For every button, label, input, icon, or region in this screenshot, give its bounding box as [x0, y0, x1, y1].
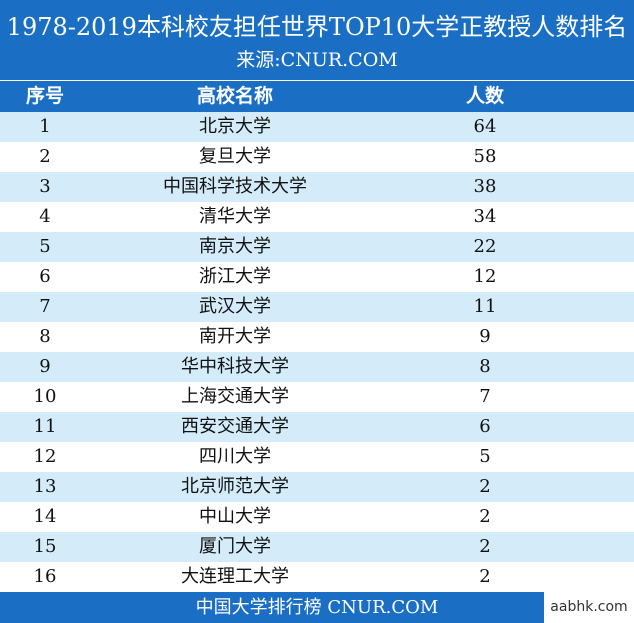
- cell-count: 34: [473, 206, 497, 227]
- cell-school: 上海交通大学: [181, 386, 289, 407]
- cell-rank: 10: [33, 386, 57, 407]
- cell-school: 浙江大学: [199, 266, 271, 287]
- cell-school: 南开大学: [199, 326, 271, 347]
- cell-rank: 5: [39, 236, 51, 257]
- cell-school: 南京大学: [199, 236, 271, 257]
- table-title: 1978-2019本科校友担任世界TOP10大学正教授人数排名: [6, 13, 628, 41]
- cell-rank: 7: [39, 296, 51, 317]
- cell-count: 58: [473, 146, 497, 167]
- cell-school: 清华大学: [199, 206, 271, 227]
- table-row: 11 西安交通大学 6: [0, 412, 634, 442]
- cell-rank: 2: [39, 146, 51, 167]
- cell-count: 7: [479, 386, 491, 407]
- table-row: 16 大连理工大学 2: [0, 562, 634, 592]
- table-row: 10 上海交通大学 7: [0, 382, 634, 412]
- header-school: 高校名称: [196, 85, 273, 107]
- cell-school: 四川大学: [199, 446, 271, 467]
- cell-school: 华中科技大学: [181, 356, 289, 377]
- cell-school: 北京大学: [199, 116, 271, 137]
- table-row: 3 中国科学技术大学 38: [0, 172, 634, 202]
- cell-count: 2: [479, 566, 491, 587]
- table-row: 8 南开大学 9: [0, 322, 634, 352]
- table-row: 7 武汉大学 11: [0, 292, 634, 322]
- cell-rank: 16: [33, 566, 57, 587]
- cell-rank: 12: [33, 446, 57, 467]
- cell-count: 8: [479, 356, 491, 377]
- table-row: 12 四川大学 5: [0, 442, 634, 472]
- table-row: 9 华中科技大学 8: [0, 352, 634, 382]
- watermark-text: aabhk.com: [544, 592, 634, 623]
- table-row: 13 北京师范大学 2: [0, 472, 634, 502]
- table-header: 序号 高校名称 人数: [0, 81, 634, 112]
- table-row: 15 厦门大学 2: [0, 532, 634, 562]
- cell-rank: 14: [33, 506, 57, 527]
- cell-rank: 13: [33, 476, 57, 497]
- table-row: 1 北京大学 64: [0, 112, 634, 142]
- table-body: 1 北京大学 64 2 复旦大学 58 3 中国科学技术大学 38 4 清华大学…: [0, 112, 634, 592]
- cell-rank: 3: [39, 176, 51, 197]
- table-row: 5 南京大学 22: [0, 232, 634, 262]
- cell-school: 西安交通大学: [181, 416, 289, 437]
- table-row: 2 复旦大学 58: [0, 142, 634, 172]
- header-rank: 序号: [25, 85, 64, 107]
- cell-count: 6: [479, 416, 491, 437]
- table-row: 4 清华大学 34: [0, 202, 634, 232]
- cell-rank: 15: [33, 536, 57, 557]
- cell-rank: 8: [39, 326, 51, 347]
- table-row: 14 中山大学 2: [0, 502, 634, 532]
- cell-count: 9: [479, 326, 491, 347]
- cell-school: 武汉大学: [199, 296, 271, 317]
- table-row: 6 浙江大学 12: [0, 262, 634, 292]
- cell-school: 复旦大学: [199, 146, 271, 167]
- cell-count: 64: [473, 116, 497, 137]
- cell-count: 2: [479, 476, 491, 497]
- cell-rank: 9: [39, 356, 51, 377]
- cell-count: 12: [473, 266, 497, 287]
- cell-rank: 11: [33, 416, 57, 437]
- cell-count: 2: [479, 506, 491, 527]
- cell-count: 2: [479, 536, 491, 557]
- footer-text: 中国大学排行榜 CNUR.COM: [195, 597, 439, 618]
- cell-count: 11: [473, 296, 497, 317]
- cell-rank: 6: [39, 266, 51, 287]
- cell-count: 22: [473, 236, 497, 257]
- source-text: 来源:CNUR.COM: [236, 49, 398, 71]
- cell-school: 北京师范大学: [181, 476, 289, 497]
- cell-count: 5: [479, 446, 491, 467]
- cell-rank: 4: [39, 206, 51, 227]
- cell-school: 大连理工大学: [181, 566, 289, 587]
- title-banner: 1978-2019本科校友担任世界TOP10大学正教授人数排名 来源:CNUR.…: [0, 0, 634, 80]
- cell-school: 厦门大学: [199, 536, 271, 557]
- cell-count: 38: [473, 176, 497, 197]
- cell-school: 中国科学技术大学: [163, 176, 307, 197]
- header-count: 人数: [465, 85, 504, 107]
- cell-school: 中山大学: [199, 506, 271, 527]
- cell-rank: 1: [39, 116, 51, 137]
- footer-banner: 中国大学排行榜 CNUR.COM: [0, 592, 634, 623]
